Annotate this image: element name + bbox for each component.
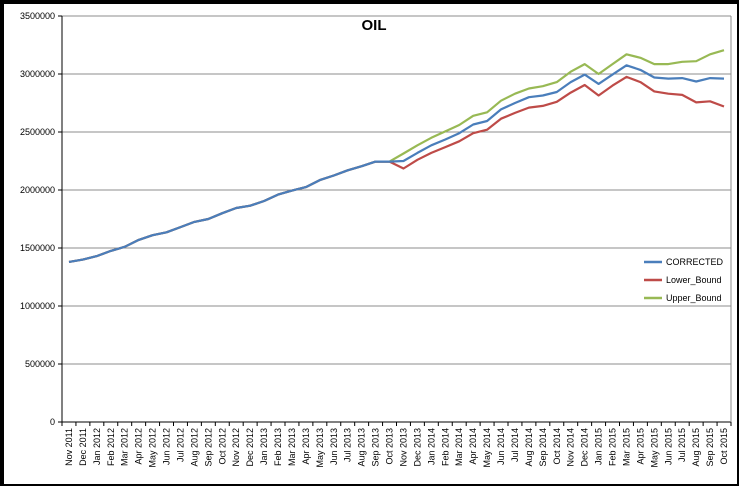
x-tick-label: May 2014 (482, 428, 492, 468)
x-tick-label: May 2015 (649, 428, 659, 468)
x-tick-label: Jun 2015 (663, 428, 673, 465)
chart-area: 0 500000 1000000 1500000 2000000 2500000 30000… (4, 4, 737, 484)
x-tick-label: Aug 2014 (524, 428, 534, 467)
gridlines (61, 15, 732, 423)
line-chart: 0 500000 1000000 1500000 2000000 2500000 30000… (20, 11, 732, 468)
y-tick-label: 2000000 (20, 185, 55, 195)
x-tick-label: Feb 2014 (440, 428, 450, 466)
x-tick-label: Mar 2015 (621, 428, 631, 466)
y-tick-label: 0 (50, 417, 55, 427)
x-tick-label: Oct 2015 (719, 428, 729, 465)
x-tick-label: Feb 2013 (273, 428, 283, 466)
x-tick-label: Sep 2014 (538, 428, 548, 467)
chart-title: OIL (362, 17, 387, 34)
x-tick-label: Oct 2012 (217, 428, 227, 465)
x-tick-label: Jul 2013 (343, 428, 353, 462)
legend-label: Lower_Bound (666, 275, 722, 285)
series-lines (68, 49, 725, 263)
x-tick-label: Feb 2015 (608, 428, 618, 466)
x-tick-label: Sep 2015 (705, 428, 715, 467)
x-tick-label: Oct 2013 (385, 428, 395, 465)
x-tick-label: Jan 2012 (92, 428, 102, 465)
x-tick-label: Mar 2014 (454, 428, 464, 466)
x-tick-label: Dec 2013 (412, 428, 422, 467)
x-tick-label: Sep 2013 (371, 428, 381, 467)
x-tick-label: Jun 2012 (162, 428, 172, 465)
x-tick-label: Jul 2014 (510, 428, 520, 462)
x-tick-label: Jun 2013 (329, 428, 339, 465)
x-tick-label: Jan 2013 (259, 428, 269, 465)
x-tick-label: Apr 2012 (134, 428, 144, 465)
x-tick-label: Jan 2015 (594, 428, 604, 465)
x-tick-label: Nov 2011 (64, 428, 74, 466)
x-tick-label: Aug 2015 (691, 428, 701, 467)
legend: CORRECTED Lower_Bound Upper_Bound (644, 257, 724, 303)
y-axis-ticks: 0 500000 1000000 1500000 2000000 2500000 30000… (20, 11, 62, 427)
y-tick-label: 2500000 (20, 127, 55, 137)
x-tick-label: Apr 2015 (635, 428, 645, 465)
x-tick-label: May 2012 (148, 428, 158, 468)
x-tick-label: Jul 2012 (175, 428, 185, 462)
x-tick-label: Dec 2014 (580, 428, 590, 467)
series-line-lower-bound (68, 75, 725, 263)
legend-label: Upper_Bound (666, 293, 722, 303)
x-tick-label: Dec 2012 (245, 428, 255, 467)
legend-label: CORRECTED (666, 257, 724, 267)
x-tick-label: Apr 2014 (468, 428, 478, 465)
x-tick-label: Apr 2013 (301, 428, 311, 465)
x-tick-label: Aug 2013 (357, 428, 367, 467)
x-tick-label: Nov 2014 (566, 428, 576, 467)
x-tick-label: Oct 2014 (552, 428, 562, 465)
x-tick-label: Jul 2015 (677, 428, 687, 462)
x-tick-label: Sep 2012 (203, 428, 213, 467)
x-tick-label: Dec 2011 (78, 428, 88, 466)
x-tick-label: Jan 2014 (426, 428, 436, 465)
series-line-upper-bound (68, 49, 725, 263)
y-tick-label: 1500000 (20, 243, 55, 253)
x-tick-label: Mar 2012 (120, 428, 130, 466)
x-tick-label: Aug 2012 (189, 428, 199, 467)
x-tick-label: Mar 2013 (287, 428, 297, 466)
x-axis-ticks: Nov 2011 Dec 2011 Jan 2012 Feb 2012 Mar 2012… (61, 422, 732, 468)
y-tick-label: 3500000 (20, 11, 55, 21)
x-tick-label: Nov 2012 (231, 428, 241, 467)
x-tick-label: Jun 2014 (496, 428, 506, 465)
y-tick-label: 500000 (25, 359, 55, 369)
y-tick-label: 1000000 (20, 301, 55, 311)
series-line-corrected (68, 64, 725, 263)
y-tick-label: 3000000 (20, 69, 55, 79)
x-tick-label: Feb 2012 (106, 428, 116, 466)
x-tick-label: May 2013 (315, 428, 325, 468)
x-tick-label: Nov 2013 (398, 428, 408, 467)
